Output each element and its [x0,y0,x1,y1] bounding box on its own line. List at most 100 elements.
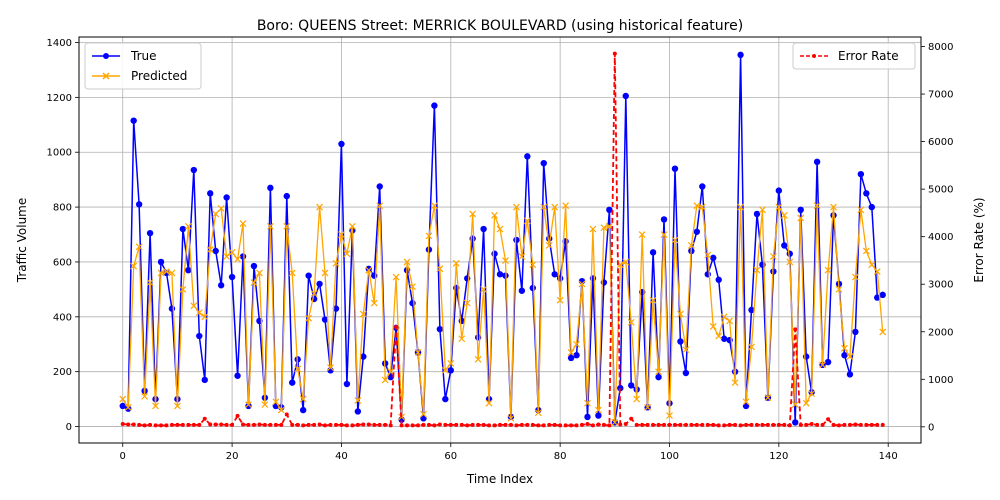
series-predicted [119,202,887,426]
data-point [512,203,520,211]
data-point [727,422,732,427]
data-point [360,353,367,360]
data-point [223,194,230,201]
data-point [476,422,481,427]
data-point [283,222,291,230]
data-point [452,259,460,267]
data-point [185,266,192,274]
data-point [299,406,307,414]
data-point [190,166,198,174]
data-point [660,231,668,238]
data-point [250,279,258,286]
data-point [217,282,225,289]
data-point [431,102,438,109]
data-point [283,192,290,200]
data-point [410,423,415,428]
data-point [207,190,214,197]
data-point [491,211,498,219]
data-point [733,422,738,427]
data-point [873,268,881,275]
data-point [383,422,388,427]
data-point [879,328,887,336]
data-point [426,422,431,427]
data-point [273,422,278,427]
data-point [421,422,426,427]
data-point [683,422,688,427]
data-point [148,422,153,427]
data-point [518,287,526,294]
data-point [159,423,164,428]
data-point [518,253,526,260]
data-point [131,422,136,427]
data-point [441,366,449,374]
data-point [813,158,821,166]
data-point [348,222,356,230]
data-point [605,222,613,230]
series-error-rate [120,51,885,428]
y2-tick-label: 6000 [928,137,953,148]
data-point [469,210,477,218]
y2-tick-label: 2000 [928,327,953,338]
left-axis-ticks: 0 200 400 600 800 1000 1200 1400 [47,38,79,433]
data-point [157,258,165,266]
data-point [272,398,280,406]
plot-series [119,51,887,428]
data-point [465,423,470,428]
data-point [651,422,656,427]
y-tick-label: 1200 [47,93,72,104]
data-point [197,422,202,427]
legend-right-box [792,42,916,70]
data-point [436,325,444,333]
data-point [846,371,854,378]
data-point [540,203,548,211]
data-point [250,262,258,270]
data-point [869,422,874,427]
data-point [294,365,302,373]
data-point [776,422,781,427]
data-point [277,406,285,414]
y2-tick-label: 4000 [928,232,953,243]
data-point [753,210,761,218]
data-point [458,335,466,343]
data-point [704,251,712,259]
data-point [797,214,805,222]
data-point [246,422,251,427]
data-point [257,422,262,427]
data-point [169,422,174,427]
data-point [186,422,191,427]
data-point [491,250,498,257]
data-point [864,422,869,427]
data-point [749,422,754,427]
data-point [573,352,580,359]
data-point [841,352,848,359]
data-point [321,269,329,277]
data-point [333,422,338,427]
grid-lines [79,37,921,443]
data-point [880,422,885,427]
data-point [634,422,639,427]
data-point [332,305,340,312]
data-point [677,310,684,318]
data-point [496,225,504,233]
data-point [802,399,810,407]
data-point [420,415,427,422]
data-point [152,402,159,410]
data-point [786,250,793,257]
data-point [569,423,574,428]
data-point [119,395,127,403]
data-point [742,402,750,410]
data-point [130,262,138,270]
data-point [590,423,595,428]
data-point [234,255,241,263]
data-point [442,395,449,403]
data-point [628,382,635,389]
data-point [191,422,196,427]
data-point [563,423,568,428]
data-point [359,310,367,318]
data-point [126,422,131,427]
data-point [611,419,619,426]
legend-right: Error Rate [792,42,916,70]
chart-title: Boro: QUEENS Street: MERRICK BOULEVARD (… [257,18,743,34]
data-point [184,222,192,230]
data-point [241,422,246,427]
